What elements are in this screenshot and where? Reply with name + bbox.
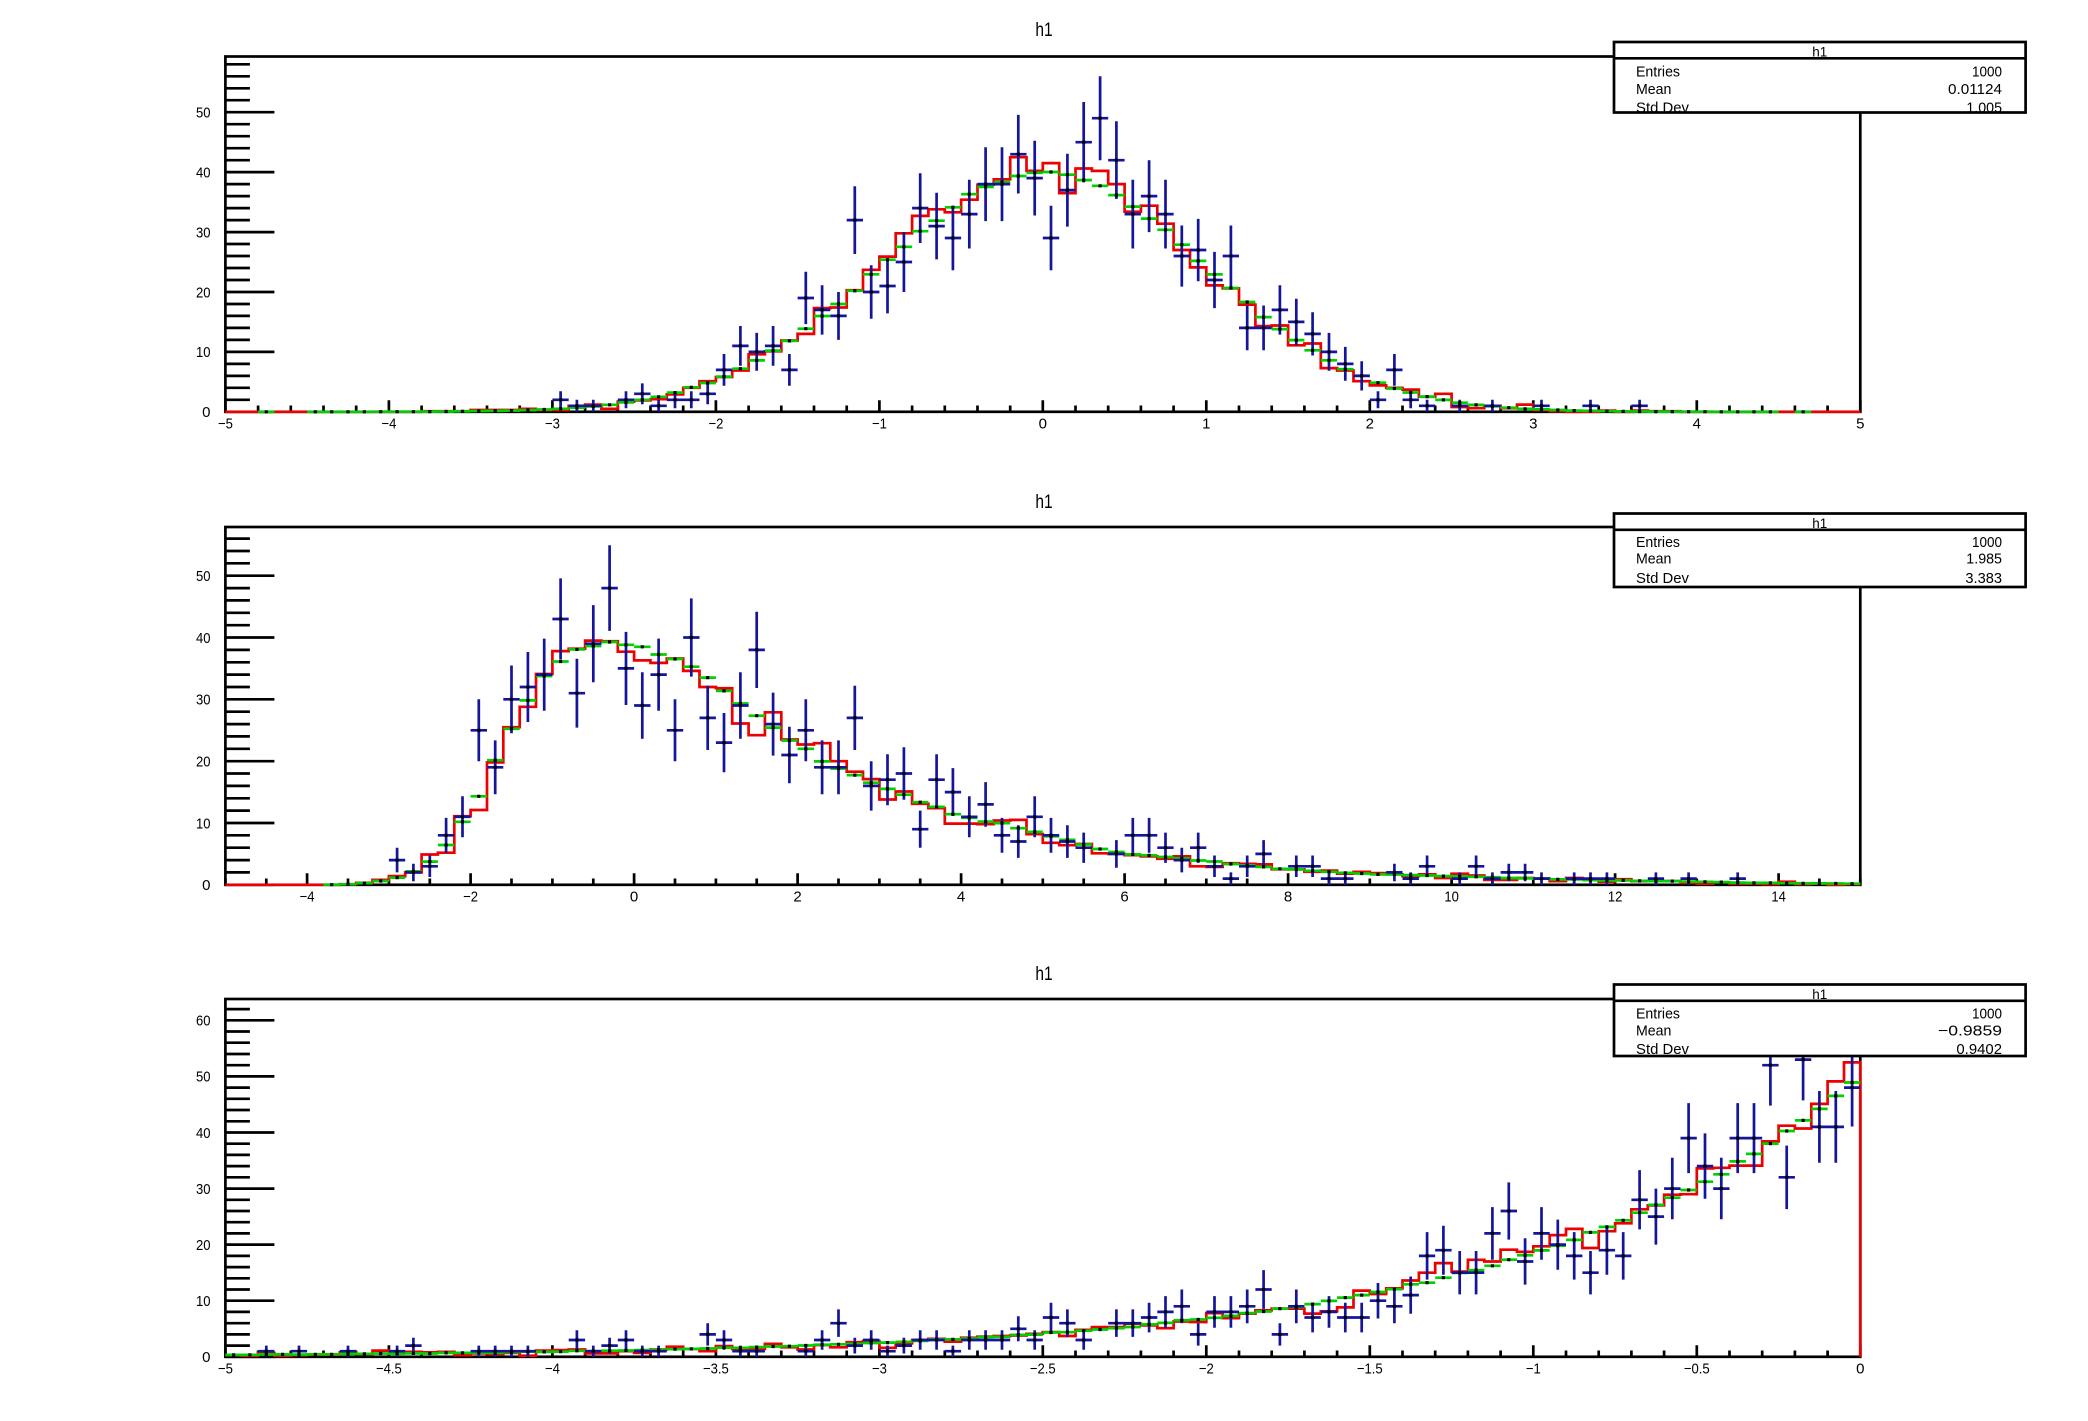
svg-text:2: 2	[1366, 415, 1374, 432]
svg-text:−2.5: −2.5	[1030, 1360, 1056, 1377]
svg-text:0.01124: 0.01124	[1948, 81, 2002, 98]
svg-text:3: 3	[1529, 415, 1537, 432]
svg-text:20: 20	[196, 284, 211, 301]
svg-text:h1: h1	[1812, 43, 1827, 59]
svg-text:4: 4	[1693, 415, 1701, 432]
svg-text:60: 60	[196, 1013, 211, 1030]
svg-text:20: 20	[196, 754, 211, 771]
svg-text:10: 10	[196, 815, 211, 832]
svg-text:−3: −3	[545, 415, 560, 432]
svg-text:4: 4	[957, 888, 965, 905]
svg-text:50: 50	[196, 1069, 211, 1086]
svg-text:3.383: 3.383	[1965, 570, 2002, 587]
svg-text:1000: 1000	[1972, 63, 2002, 80]
svg-text:h1: h1	[1035, 492, 1052, 513]
svg-text:0: 0	[1039, 415, 1047, 432]
svg-text:1.005: 1.005	[1966, 100, 2002, 117]
svg-text:8: 8	[1284, 888, 1292, 905]
svg-text:1.985: 1.985	[1966, 551, 2002, 568]
svg-text:0: 0	[630, 888, 638, 905]
svg-text:0: 0	[1856, 1360, 1864, 1377]
svg-text:−1: −1	[1526, 1360, 1541, 1377]
svg-text:−4: −4	[300, 888, 315, 905]
svg-text:30: 30	[196, 224, 211, 241]
svg-text:20: 20	[196, 1237, 211, 1254]
svg-text:Entries: Entries	[1636, 63, 1680, 80]
svg-text:h1: h1	[1035, 20, 1052, 41]
svg-text:h1: h1	[1812, 515, 1827, 531]
svg-text:10: 10	[196, 1293, 211, 1310]
svg-text:50: 50	[196, 105, 211, 122]
svg-text:−3: −3	[872, 1360, 887, 1377]
svg-text:1000: 1000	[1972, 534, 2002, 551]
svg-text:Std Dev: Std Dev	[1636, 100, 1689, 117]
svg-text:0.9402: 0.9402	[1956, 1041, 2002, 1058]
svg-text:5: 5	[1856, 415, 1864, 432]
svg-text:−0.9859: −0.9859	[1938, 1023, 2002, 1040]
svg-text:−5: −5	[218, 415, 233, 432]
svg-text:Mean: Mean	[1636, 81, 1671, 98]
svg-text:40: 40	[196, 630, 211, 647]
svg-text:0: 0	[202, 404, 210, 421]
svg-text:−4: −4	[545, 1360, 560, 1377]
svg-text:−4: −4	[381, 415, 396, 432]
svg-text:40: 40	[196, 164, 211, 181]
svg-text:−5: −5	[218, 1360, 233, 1377]
svg-text:30: 30	[196, 692, 211, 709]
svg-text:Entries: Entries	[1636, 534, 1680, 551]
svg-text:1000: 1000	[1972, 1006, 2002, 1023]
svg-text:−0.5: −0.5	[1684, 1360, 1710, 1377]
svg-text:14: 14	[1771, 888, 1786, 905]
svg-text:Std Dev: Std Dev	[1636, 1041, 1689, 1058]
svg-text:12: 12	[1608, 888, 1623, 905]
svg-text:1: 1	[1202, 415, 1210, 432]
svg-text:40: 40	[196, 1125, 211, 1142]
svg-text:0: 0	[202, 877, 210, 894]
svg-text:−1.5: −1.5	[1357, 1360, 1383, 1377]
svg-text:−2: −2	[708, 415, 723, 432]
svg-text:Mean: Mean	[1636, 551, 1671, 568]
svg-text:h1: h1	[1035, 964, 1052, 985]
svg-text:50: 50	[196, 568, 211, 585]
svg-text:−2: −2	[1199, 1360, 1214, 1377]
svg-text:Entries: Entries	[1636, 1006, 1680, 1023]
svg-text:6: 6	[1120, 888, 1128, 905]
svg-text:−4.5: −4.5	[376, 1360, 402, 1377]
svg-text:Mean: Mean	[1636, 1023, 1671, 1040]
svg-text:−1: −1	[872, 415, 887, 432]
svg-text:2: 2	[793, 888, 801, 905]
svg-text:−3.5: −3.5	[703, 1360, 729, 1377]
svg-text:0: 0	[202, 1349, 210, 1366]
svg-text:h1: h1	[1812, 986, 1827, 1002]
svg-text:Std Dev: Std Dev	[1636, 570, 1689, 587]
svg-text:30: 30	[196, 1181, 211, 1198]
svg-text:10: 10	[196, 344, 211, 361]
svg-text:−2: −2	[463, 888, 478, 905]
svg-text:10: 10	[1444, 888, 1459, 905]
